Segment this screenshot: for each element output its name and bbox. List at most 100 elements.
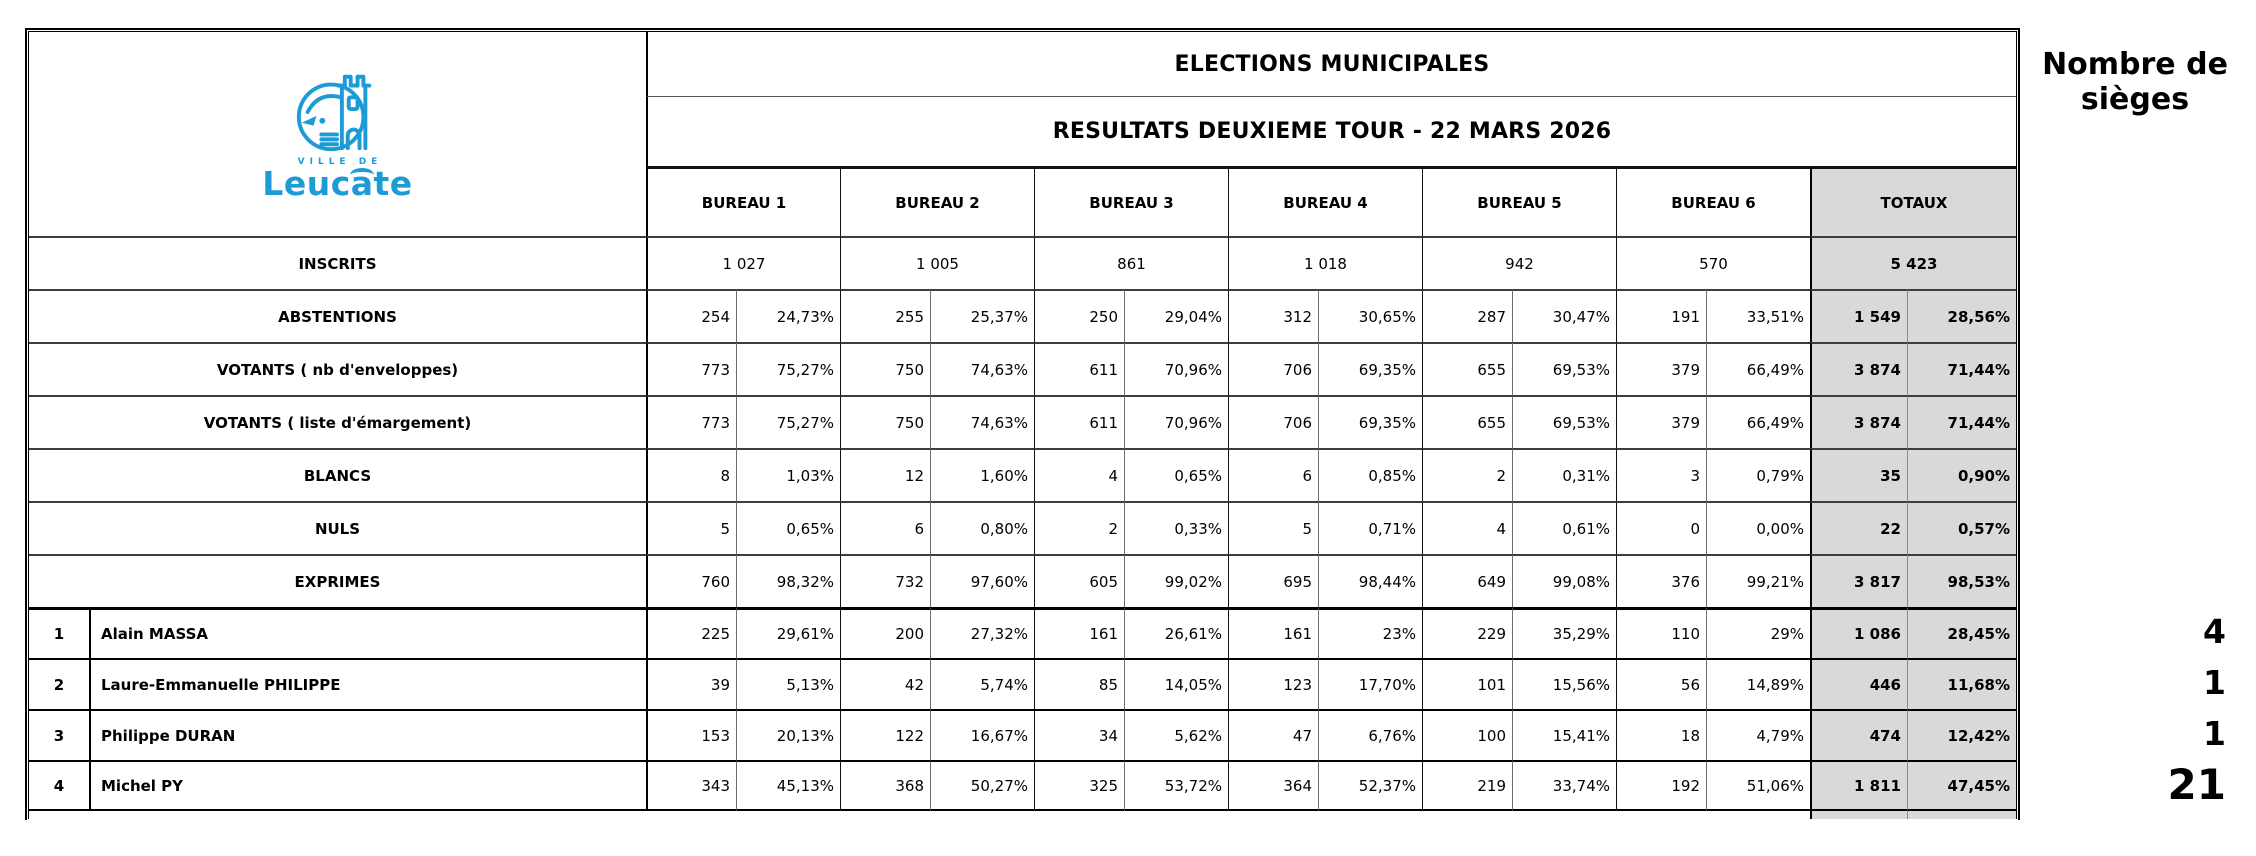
stat-count: 655 bbox=[1422, 342, 1512, 395]
stat-total-count: 35 bbox=[1810, 448, 1907, 501]
candidate-name: Alain MASSA bbox=[89, 607, 646, 658]
candidate-count: 56 bbox=[1616, 658, 1706, 709]
candidate-percent: 26,61% bbox=[1124, 607, 1228, 658]
candidate-total-count: 1 086 bbox=[1810, 607, 1907, 658]
stat-count: 4 bbox=[1422, 501, 1512, 554]
stat-percent: 1,03% bbox=[736, 448, 840, 501]
stat-count: 706 bbox=[1228, 342, 1318, 395]
candidate-count: 229 bbox=[1422, 607, 1512, 658]
candidate-count: 85 bbox=[1034, 658, 1124, 709]
candidate-percent: 5,74% bbox=[930, 658, 1034, 709]
stat-total-percent: 71,44% bbox=[1907, 395, 2016, 448]
candidate-percent: 52,37% bbox=[1318, 760, 1422, 811]
stat-percent: 66,49% bbox=[1706, 342, 1810, 395]
stat-percent: 75,27% bbox=[736, 395, 840, 448]
stat-percent: 0,33% bbox=[1124, 501, 1228, 554]
stat-count: 649 bbox=[1422, 554, 1512, 607]
seats-value: 21 bbox=[2167, 760, 2226, 809]
stat-percent: 66,49% bbox=[1706, 395, 1810, 448]
candidate-percent: 29% bbox=[1706, 607, 1810, 658]
candidate-count: 42 bbox=[840, 658, 930, 709]
candidate-total-percent: 11,68% bbox=[1907, 658, 2016, 709]
candidate-percent: 17,70% bbox=[1318, 658, 1422, 709]
candidate-percent: 27,32% bbox=[930, 607, 1034, 658]
candidate-name: Laure-Emmanuelle PHILIPPE bbox=[89, 658, 646, 709]
candidate-total-count: 446 bbox=[1810, 658, 1907, 709]
candidate-count: 200 bbox=[840, 607, 930, 658]
candidate-percent: 15,41% bbox=[1512, 709, 1616, 760]
stat-count: 773 bbox=[646, 342, 736, 395]
candidate-percent: 23% bbox=[1318, 607, 1422, 658]
stat-percent: 0,85% bbox=[1318, 448, 1422, 501]
stat-count: 750 bbox=[840, 395, 930, 448]
stat-count: 379 bbox=[1616, 342, 1706, 395]
inscrits-value: 1 027 bbox=[646, 236, 840, 289]
stat-percent: 0,65% bbox=[1124, 448, 1228, 501]
stat-percent: 99,02% bbox=[1124, 554, 1228, 607]
stat-count: 255 bbox=[840, 289, 930, 342]
stat-percent: 1,60% bbox=[930, 448, 1034, 501]
candidate-number: 4 bbox=[29, 760, 89, 811]
candidate-number: 3 bbox=[29, 709, 89, 760]
candidate-percent: 51,06% bbox=[1706, 760, 1810, 811]
candidate-count: 161 bbox=[1034, 607, 1124, 658]
row-label: NULS bbox=[29, 501, 646, 554]
stat-count: 250 bbox=[1034, 289, 1124, 342]
stat-percent: 33,51% bbox=[1706, 289, 1810, 342]
bureau-header: BUREAU 6 bbox=[1616, 166, 1810, 236]
stat-percent: 0,31% bbox=[1512, 448, 1616, 501]
bureau-header: BUREAU 2 bbox=[840, 166, 1034, 236]
row-label: BLANCS bbox=[29, 448, 646, 501]
logo-city-name: Leucate bbox=[262, 164, 413, 204]
stat-count: 379 bbox=[1616, 395, 1706, 448]
row-label-inscrits: INSCRITS bbox=[29, 236, 646, 289]
candidate-total-percent: 47,45% bbox=[1907, 760, 2016, 811]
candidate-count: 123 bbox=[1228, 658, 1318, 709]
candidate-count: 364 bbox=[1228, 760, 1318, 811]
candidate-percent: 14,05% bbox=[1124, 658, 1228, 709]
table-title: ELECTIONS MUNICIPALES bbox=[646, 32, 2016, 96]
stat-percent: 30,47% bbox=[1512, 289, 1616, 342]
seats-value: 1 bbox=[2203, 663, 2226, 702]
logo-ville-text: VILLE DE bbox=[297, 157, 383, 168]
candidate-count: 192 bbox=[1616, 760, 1706, 811]
stat-count: 191 bbox=[1616, 289, 1706, 342]
seats-value: 4 bbox=[2203, 612, 2226, 651]
stat-percent: 69,53% bbox=[1512, 395, 1616, 448]
stat-total-count: 22 bbox=[1810, 501, 1907, 554]
stat-percent: 0,71% bbox=[1318, 501, 1422, 554]
stat-percent: 98,44% bbox=[1318, 554, 1422, 607]
stat-count: 376 bbox=[1616, 554, 1706, 607]
bureau-header: BUREAU 3 bbox=[1034, 166, 1228, 236]
candidate-count: 110 bbox=[1616, 607, 1706, 658]
stat-count: 732 bbox=[840, 554, 930, 607]
stat-count: 254 bbox=[646, 289, 736, 342]
stat-total-percent: 71,44% bbox=[1907, 342, 2016, 395]
stat-count: 0 bbox=[1616, 501, 1706, 554]
candidate-percent: 14,89% bbox=[1706, 658, 1810, 709]
stat-percent: 0,00% bbox=[1706, 501, 1810, 554]
inscrits-value: 861 bbox=[1034, 236, 1228, 289]
bureau-header: BUREAU 4 bbox=[1228, 166, 1422, 236]
stat-percent: 98,32% bbox=[736, 554, 840, 607]
candidate-number: 1 bbox=[29, 607, 89, 658]
candidate-percent: 20,13% bbox=[736, 709, 840, 760]
stat-percent: 74,63% bbox=[930, 342, 1034, 395]
candidate-count: 219 bbox=[1422, 760, 1512, 811]
candidate-number: 2 bbox=[29, 658, 89, 709]
candidate-percent: 6,76% bbox=[1318, 709, 1422, 760]
stat-percent: 99,08% bbox=[1512, 554, 1616, 607]
stat-total-percent: 0,90% bbox=[1907, 448, 2016, 501]
seats-values-list: 4 1 1 21 bbox=[2030, 606, 2226, 810]
candidate-count: 100 bbox=[1422, 709, 1512, 760]
candidate-total-count: 474 bbox=[1810, 709, 1907, 760]
stat-count: 773 bbox=[646, 395, 736, 448]
stat-total-percent: 0,57% bbox=[1907, 501, 2016, 554]
candidate-count: 325 bbox=[1034, 760, 1124, 811]
stat-percent: 97,60% bbox=[930, 554, 1034, 607]
stat-percent: 70,96% bbox=[1124, 395, 1228, 448]
candidate-count: 47 bbox=[1228, 709, 1318, 760]
stat-count: 3 bbox=[1616, 448, 1706, 501]
stat-percent: 69,53% bbox=[1512, 342, 1616, 395]
